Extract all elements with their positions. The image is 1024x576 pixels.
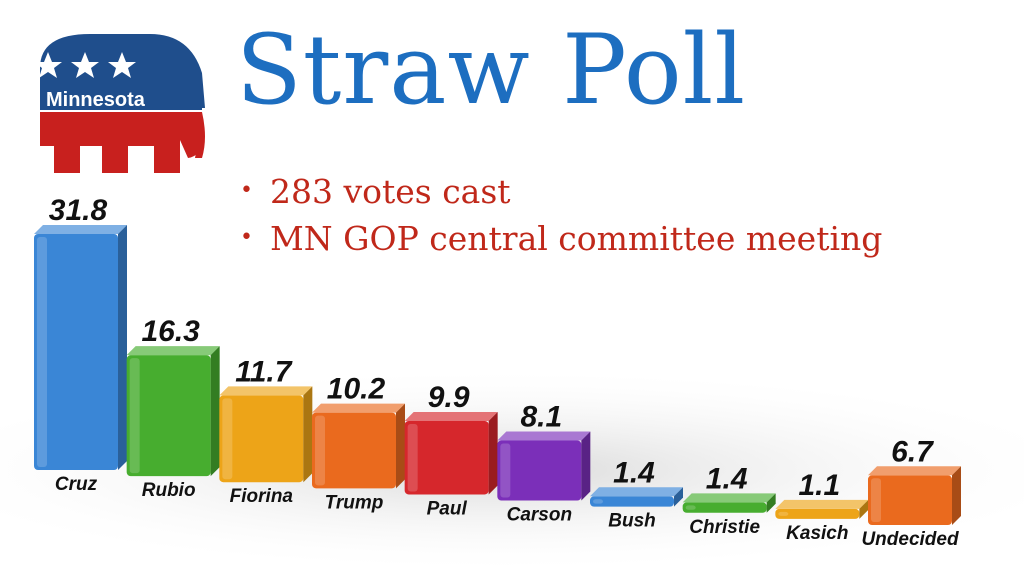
bar-side [396,403,405,489]
value-label: 11.7 [235,355,292,388]
bar-top [126,346,220,356]
bar-front [126,355,211,477]
category-label: Trump [325,492,384,513]
logo-text: Minnesota [46,89,146,111]
bar-side [488,411,498,495]
bar-trump [312,403,405,489]
bar-side [766,493,776,513]
bar-highlight [222,398,233,480]
elephant-logo: Minnesota [34,34,205,173]
bar-fiorina [219,386,313,483]
bar-top [404,411,498,421]
bar-front [868,475,952,525]
category-label: Carson [507,505,572,526]
bar-side [674,487,683,507]
bar-top [34,225,127,234]
category-label: Christie [689,517,760,538]
value-label: 1.4 [706,462,748,495]
bar-undecided [868,466,961,525]
bar-top [312,403,405,413]
value-label: 1.1 [798,469,840,502]
bar-front [34,234,118,470]
bullet-text: MN GOP central committee meeting [270,219,883,258]
bar-front [312,412,396,489]
bar-highlight [778,511,789,516]
bar-top [868,466,961,476]
bar-top [590,487,683,497]
bar-top [775,499,869,509]
value-label: 8.1 [520,400,562,433]
bullet-dot-icon: • [240,178,253,203]
value-label: 10.2 [327,373,386,406]
bar-top [497,431,591,441]
bar-front [775,508,860,519]
bar-front [497,440,582,501]
bar-front [590,496,674,507]
category-label: Fiorina [230,486,294,507]
bar-rubio [126,346,220,477]
bar-highlight [871,478,881,522]
value-label: 1.4 [613,456,655,489]
bar-paul [404,411,498,495]
bar-front [404,420,489,495]
bar-highlight [593,499,603,504]
bullet-list: • 283 votes cast • MN GOP central committe… [240,172,882,266]
value-label: 16.3 [141,315,200,348]
bar-side [210,346,220,477]
bar-side [952,466,961,525]
bar-front [682,502,767,513]
bar-front [219,395,304,483]
bar-highlight [407,423,418,492]
bar-christie [682,493,776,513]
bar-cruz [34,225,127,470]
value-label: 31.8 [49,194,108,227]
category-label: Kasich [786,523,848,544]
category-label: Bush [608,511,656,532]
value-label: 6.7 [891,435,934,468]
bar-side [303,386,313,483]
bar-side [581,431,591,501]
bar-bush [590,487,683,507]
bar-side [118,225,127,470]
bullet-item: • MN GOP central committee meeting [240,219,882,258]
bars-group: 31.8 Cruz 16.3 Rubio 11.7 Fiorina 10.2 Trump 9.9… [34,194,961,550]
bar-highlight [500,443,511,498]
bar-highlight [129,358,140,474]
bullet-item: • 283 votes cast [240,172,882,211]
category-label: Rubio [142,480,196,501]
bullet-dot-icon: • [240,225,253,250]
bar-top [219,386,313,396]
bullet-text: 283 votes cast [270,172,511,211]
bar-side [859,499,869,519]
page-title: Straw Poll [236,14,747,126]
bar-highlight [685,505,696,510]
bar-carson [497,431,591,501]
bar-kasich [775,499,869,519]
category-label: Cruz [55,474,98,495]
bar-highlight [315,415,325,486]
category-label: Undecided [861,529,959,550]
bar-top [682,493,776,503]
bar-highlight [37,237,47,467]
value-label: 9.9 [428,381,470,414]
category-label: Paul [427,498,468,519]
